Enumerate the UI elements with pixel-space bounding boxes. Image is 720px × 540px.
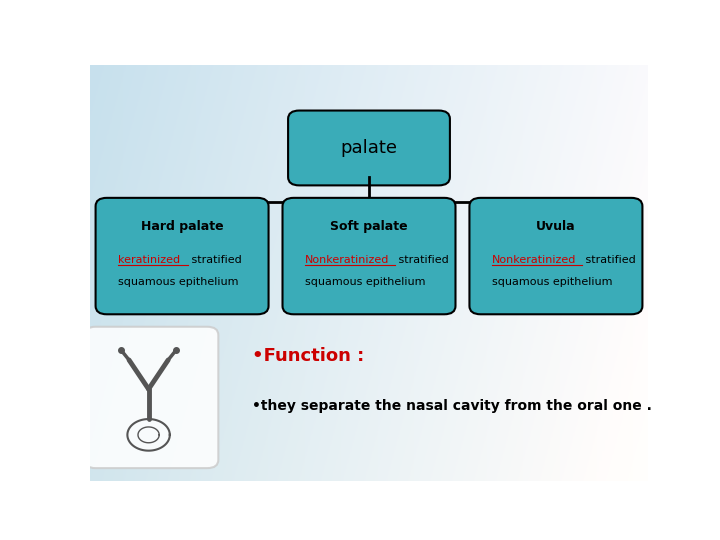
Text: stratified: stratified (395, 255, 449, 265)
Text: •Function :: •Function : (252, 347, 364, 365)
Text: keratinized: keratinized (118, 255, 180, 265)
Text: Nonkeratinized: Nonkeratinized (305, 255, 390, 265)
Text: Uvula: Uvula (536, 220, 576, 233)
Text: palate: palate (341, 139, 397, 157)
Text: Hard palate: Hard palate (140, 220, 223, 233)
Text: squamous epithelium: squamous epithelium (118, 277, 238, 287)
Text: squamous epithelium: squamous epithelium (492, 277, 612, 287)
FancyBboxPatch shape (282, 198, 456, 314)
Text: stratified: stratified (189, 255, 242, 265)
Text: •they separate the nasal cavity from the oral one .: •they separate the nasal cavity from the… (252, 399, 652, 413)
Text: stratified: stratified (582, 255, 635, 265)
Text: Nonkeratinized: Nonkeratinized (492, 255, 576, 265)
FancyBboxPatch shape (96, 198, 269, 314)
Text: squamous epithelium: squamous epithelium (305, 277, 426, 287)
FancyBboxPatch shape (469, 198, 642, 314)
FancyBboxPatch shape (84, 327, 218, 468)
Text: Soft palate: Soft palate (330, 220, 408, 233)
FancyBboxPatch shape (288, 111, 450, 185)
